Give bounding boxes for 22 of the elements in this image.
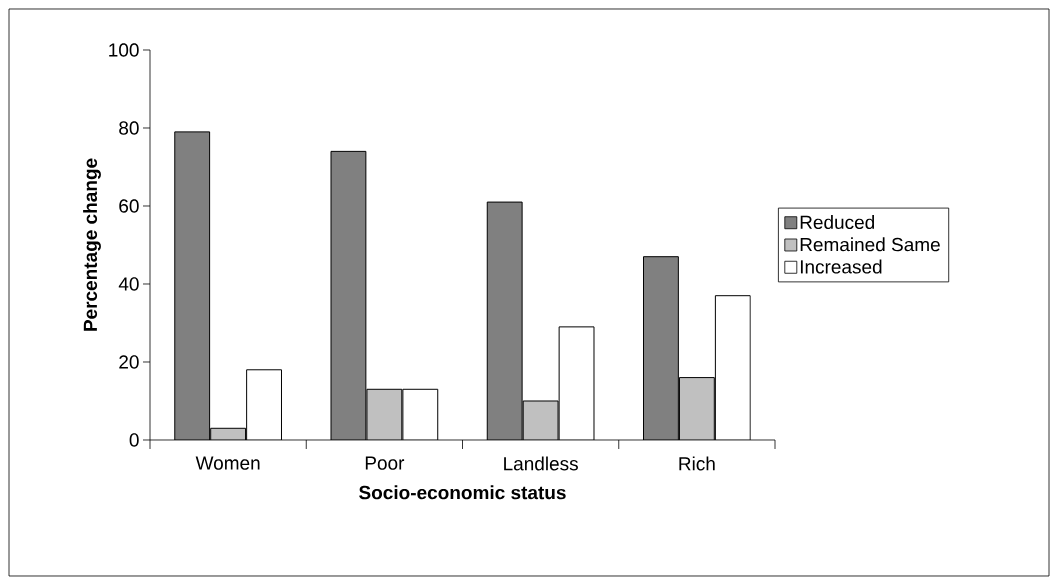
legend-label: Remained Same: [800, 237, 940, 252]
legend-label: Reduced: [800, 215, 875, 230]
y-tick-label: 20: [119, 355, 139, 369]
bar: [331, 151, 366, 440]
bar: [366, 389, 402, 440]
x-tick-label: Rich: [679, 456, 715, 471]
bar: [487, 202, 523, 440]
y-tick-label: 80: [119, 121, 139, 135]
x-tick-label: Landless: [504, 456, 578, 471]
x-tick-label: Women: [195, 456, 260, 470]
y-tick-label: 0: [129, 433, 139, 447]
y-tick-label: 100: [109, 43, 139, 57]
y-axis-title: Percentage change: [83, 158, 101, 331]
x-tick-label: Poor: [365, 456, 405, 470]
y-tick-label: 40: [118, 277, 139, 291]
bar: [678, 377, 715, 440]
bar: [523, 400, 559, 440]
y-tick-label: 60: [119, 199, 139, 213]
bar: [174, 131, 210, 440]
legend-label: Increased: [800, 259, 882, 274]
x-axis-title: Socio-economic status: [359, 485, 566, 500]
bar: [643, 256, 679, 440]
